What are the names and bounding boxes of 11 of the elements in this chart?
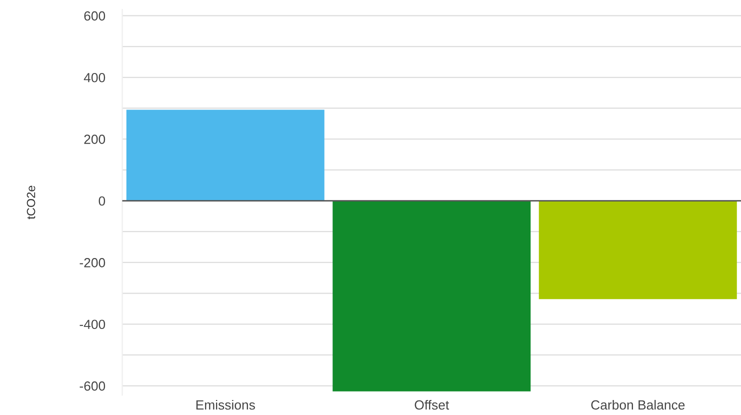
y-tick-label: -200 (80, 258, 106, 268)
y-tick-label: 400 (84, 72, 106, 82)
y-tick-label: -400 (80, 320, 106, 330)
x-tick-label: Emissions (196, 400, 255, 410)
y-tick-label: 0 (98, 196, 106, 206)
x-tick-label: Carbon Balance (591, 400, 685, 410)
y-tick-label: 600 (84, 11, 106, 21)
y-axis-title: tCO2e (26, 186, 36, 220)
y-tick-label: 200 (84, 134, 106, 144)
x-tick-label: Offset (414, 400, 450, 410)
y-tick-label: -600 (80, 381, 106, 391)
